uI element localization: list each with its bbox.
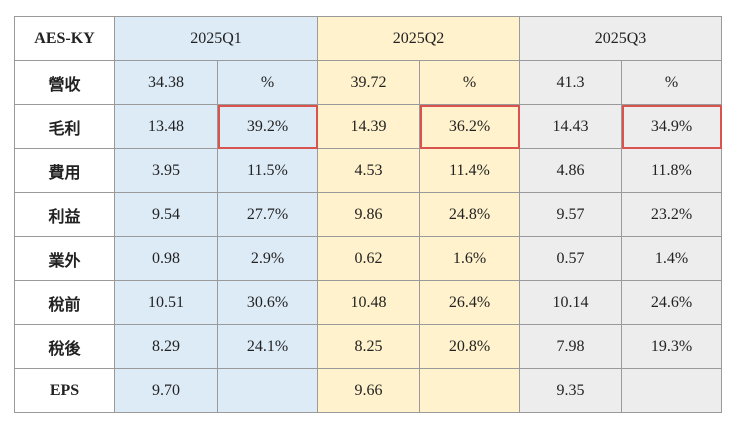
value-cell: 10.51 (114, 280, 218, 325)
value-cell: 9.70 (114, 368, 218, 413)
row-label: EPS (14, 368, 115, 413)
row-label: 費用 (14, 148, 115, 193)
table-row: 毛利 13.48 39.2% 14.39 36.2% 14.43 34.9% (14, 104, 722, 149)
percent-cell: 11.5% (217, 148, 318, 193)
value-cell: 8.25 (317, 324, 420, 369)
table-row: 費用 3.95 11.5% 4.53 11.4% 4.86 11.8% (14, 148, 722, 193)
table-row: 稅後 8.29 24.1% 8.25 20.8% 7.98 19.3% (14, 324, 722, 369)
value-cell: 34.38 (114, 60, 218, 105)
value-cell: 13.48 (114, 104, 218, 149)
percent-cell: 11.8% (621, 148, 722, 193)
value-cell: 7.98 (519, 324, 622, 369)
value-cell: 10.14 (519, 280, 622, 325)
value-cell: 9.57 (519, 192, 622, 237)
percent-cell: 39.2% (217, 104, 318, 149)
value-cell: 8.29 (114, 324, 218, 369)
value-cell: 4.53 (317, 148, 420, 193)
percent-cell: 19.3% (621, 324, 722, 369)
row-label: 毛利 (14, 104, 115, 149)
quarter-header-q2: 2025Q2 (317, 16, 520, 61)
value-cell: 9.54 (114, 192, 218, 237)
percent-cell: 11.4% (419, 148, 520, 193)
value-cell: 9.86 (317, 192, 420, 237)
percent-cell: 24.6% (621, 280, 722, 325)
financial-table: AES-KY 2025Q1 2025Q2 2025Q3 營收 34.38% 39.7… (14, 16, 722, 413)
value-cell: 0.62 (317, 236, 420, 281)
percent-cell: 27.7% (217, 192, 318, 237)
company-name: AES-KY (14, 16, 115, 61)
value-cell: 9.66 (317, 368, 420, 413)
table-row: 營收 34.38% 39.72% 41.3% (14, 60, 722, 105)
quarter-header-q1: 2025Q1 (114, 16, 318, 61)
percent-cell (217, 368, 318, 413)
percent-cell: 26.4% (419, 280, 520, 325)
percent-cell: 34.9% (621, 104, 722, 149)
percent-cell: 24.1% (217, 324, 318, 369)
percent-cell (621, 368, 722, 413)
percent-cell (419, 368, 520, 413)
value-cell: 14.43 (519, 104, 622, 149)
percent-cell: % (419, 60, 520, 105)
value-cell: 4.86 (519, 148, 622, 193)
percent-cell: 2.9% (217, 236, 318, 281)
percent-cell: 1.4% (621, 236, 722, 281)
value-cell: 14.39 (317, 104, 420, 149)
percent-cell: 1.6% (419, 236, 520, 281)
table-row: 稅前 10.51 30.6% 10.48 26.4% 10.14 24.6% (14, 280, 722, 325)
value-cell: 0.57 (519, 236, 622, 281)
row-label: 營收 (14, 60, 115, 105)
header-row: AES-KY 2025Q1 2025Q2 2025Q3 (14, 16, 722, 61)
value-cell: 3.95 (114, 148, 218, 193)
table-row: 業外 0.98 2.9% 0.62 1.6% 0.57 1.4% (14, 236, 722, 281)
quarter-header-q3: 2025Q3 (519, 16, 722, 61)
row-label: 利益 (14, 192, 115, 237)
row-label: 稅後 (14, 324, 115, 369)
value-cell: 41.3 (519, 60, 622, 105)
table-row: EPS 9.70 9.66 9.35 (14, 368, 722, 413)
value-cell: 9.35 (519, 368, 622, 413)
value-cell: 10.48 (317, 280, 420, 325)
value-cell: 0.98 (114, 236, 218, 281)
percent-cell: % (621, 60, 722, 105)
value-cell: 39.72 (317, 60, 420, 105)
percent-cell: % (217, 60, 318, 105)
table-row: 利益 9.54 27.7% 9.86 24.8% 9.57 23.2% (14, 192, 722, 237)
row-label: 業外 (14, 236, 115, 281)
percent-cell: 36.2% (419, 104, 520, 149)
percent-cell: 23.2% (621, 192, 722, 237)
percent-cell: 24.8% (419, 192, 520, 237)
percent-cell: 20.8% (419, 324, 520, 369)
percent-cell: 30.6% (217, 280, 318, 325)
row-label: 稅前 (14, 280, 115, 325)
